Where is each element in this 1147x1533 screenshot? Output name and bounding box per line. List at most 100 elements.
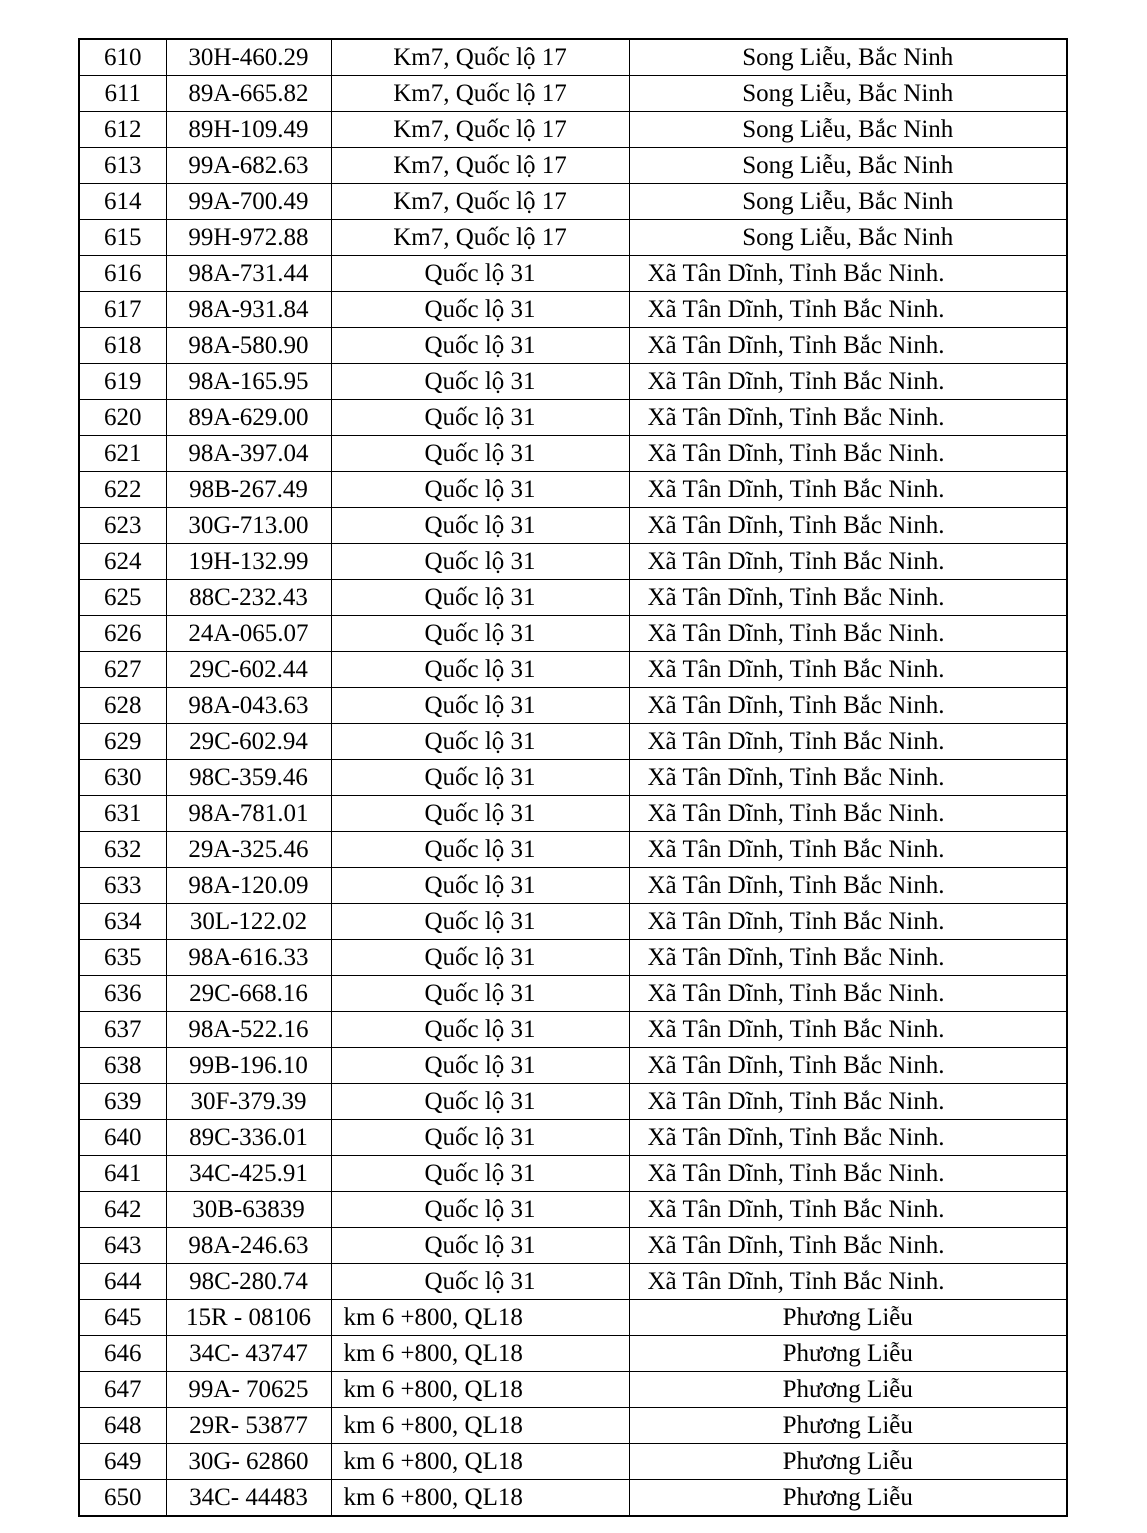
cell-bien-so: 15R - 08106 (165, 1299, 332, 1336)
cell-dia-phuong: Xã Tân Dĩnh, Tỉnh Bắc Ninh. (628, 543, 1068, 580)
cell-stt: 645 (78, 1299, 167, 1336)
cell-bien-so: 30F-379.39 (165, 1083, 332, 1120)
cell-bien-so: 98A-043.63 (165, 687, 332, 724)
cell-bien-so: 98A-120.09 (165, 867, 332, 904)
cell-dia-phuong: Song Liễu, Bắc Ninh (628, 219, 1068, 256)
table-row: 617 98A-931.84 Quốc lộ 31 Xã Tân Dĩnh, Tỉnh… (78, 291, 1068, 328)
cell-vi-tri: km 6 +800, QL18 (330, 1443, 630, 1480)
cell-stt: 617 (78, 291, 167, 328)
cell-bien-so: 99H-972.88 (165, 219, 332, 256)
cell-dia-phuong: Xã Tân Dĩnh, Tỉnh Bắc Ninh. (628, 435, 1068, 472)
cell-bien-so: 29A-325.46 (165, 831, 332, 868)
table-row: 612 89H-109.49 Km7, Quốc lộ 17 Song Liễu, B… (78, 111, 1068, 148)
cell-vi-tri: Km7, Quốc lộ 17 (330, 183, 630, 220)
cell-stt: 648 (78, 1407, 167, 1444)
cell-stt: 615 (78, 219, 167, 256)
cell-stt: 642 (78, 1191, 167, 1228)
cell-stt: 628 (78, 687, 167, 724)
cell-stt: 640 (78, 1119, 167, 1156)
cell-vi-tri: Quốc lộ 31 (330, 615, 630, 652)
cell-stt: 625 (78, 579, 167, 616)
cell-stt: 635 (78, 939, 167, 976)
table-row: 613 99A-682.63 Km7, Quốc lộ 17 Song Liễu, B… (78, 147, 1068, 184)
cell-bien-so: 29C-602.94 (165, 723, 332, 760)
cell-bien-so: 24A-065.07 (165, 615, 332, 652)
cell-dia-phuong: Song Liễu, Bắc Ninh (628, 75, 1068, 112)
cell-stt: 627 (78, 651, 167, 688)
cell-dia-phuong: Xã Tân Dĩnh, Tỉnh Bắc Ninh. (628, 1155, 1068, 1192)
cell-bien-so: 98C-359.46 (165, 759, 332, 796)
cell-dia-phuong: Phương Liễu (628, 1443, 1068, 1480)
cell-dia-phuong: Phương Liễu (628, 1407, 1068, 1444)
cell-bien-so: 30B-63839 (165, 1191, 332, 1228)
cell-dia-phuong: Xã Tân Dĩnh, Tỉnh Bắc Ninh. (628, 795, 1068, 832)
cell-vi-tri: Quốc lộ 31 (330, 1011, 630, 1048)
cell-vi-tri: Quốc lộ 31 (330, 1155, 630, 1192)
cell-dia-phuong: Xã Tân Dĩnh, Tỉnh Bắc Ninh. (628, 831, 1068, 868)
cell-vi-tri: Quốc lộ 31 (330, 435, 630, 472)
cell-stt: 631 (78, 795, 167, 832)
cell-stt: 616 (78, 255, 167, 292)
cell-bien-so: 98A-522.16 (165, 1011, 332, 1048)
cell-bien-so: 98A-580.90 (165, 327, 332, 364)
cell-vi-tri: Quốc lộ 31 (330, 327, 630, 364)
cell-stt: 626 (78, 615, 167, 652)
table-row: 632 29A-325.46 Quốc lộ 31 Xã Tân Dĩnh, Tỉnh… (78, 831, 1068, 868)
table-row: 644 98C-280.74 Quốc lộ 31 Xã Tân Dĩnh, Tỉnh… (78, 1263, 1068, 1300)
table-row: 650 34C- 44483 km 6 +800, QL18 Phương Liễu (78, 1479, 1068, 1517)
cell-bien-so: 34C- 43747 (165, 1335, 332, 1372)
table-row: 635 98A-616.33 Quốc lộ 31 Xã Tân Dĩnh, Tỉnh… (78, 939, 1068, 976)
table-row: 638 99B-196.10 Quốc lộ 31 Xã Tân Dĩnh, Tỉnh… (78, 1047, 1068, 1084)
cell-dia-phuong: Xã Tân Dĩnh, Tỉnh Bắc Ninh. (628, 579, 1068, 616)
cell-bien-so: 98A-246.63 (165, 1227, 332, 1264)
cell-dia-phuong: Xã Tân Dĩnh, Tỉnh Bắc Ninh. (628, 1011, 1068, 1048)
table-row: 641 34C-425.91 Quốc lộ 31 Xã Tân Dĩnh, Tỉnh… (78, 1155, 1068, 1192)
cell-vi-tri: Quốc lộ 31 (330, 1227, 630, 1264)
cell-bien-so: 98A-931.84 (165, 291, 332, 328)
cell-dia-phuong: Xã Tân Dĩnh, Tỉnh Bắc Ninh. (628, 903, 1068, 940)
table-row: 645 15R - 08106 km 6 +800, QL18 Phương Liễu (78, 1299, 1068, 1336)
cell-stt: 644 (78, 1263, 167, 1300)
cell-stt: 649 (78, 1443, 167, 1480)
cell-stt: 633 (78, 867, 167, 904)
table-row: 610 30H-460.29 Km7, Quốc lộ 17 Song Liễu, B… (78, 38, 1068, 76)
cell-vi-tri: Quốc lộ 31 (330, 399, 630, 436)
cell-bien-so: 98A-781.01 (165, 795, 332, 832)
cell-dia-phuong: Xã Tân Dĩnh, Tỉnh Bắc Ninh. (628, 291, 1068, 328)
cell-dia-phuong: Xã Tân Dĩnh, Tỉnh Bắc Ninh. (628, 939, 1068, 976)
table-row: 639 30F-379.39 Quốc lộ 31 Xã Tân Dĩnh, Tỉnh… (78, 1083, 1068, 1120)
cell-dia-phuong: Song Liễu, Bắc Ninh (628, 147, 1068, 184)
table-row: 643 98A-246.63 Quốc lộ 31 Xã Tân Dĩnh, Tỉnh… (78, 1227, 1068, 1264)
cell-stt: 624 (78, 543, 167, 580)
table-row: 633 98A-120.09 Quốc lộ 31 Xã Tân Dĩnh, Tỉnh… (78, 867, 1068, 904)
cell-dia-phuong: Xã Tân Dĩnh, Tỉnh Bắc Ninh. (628, 399, 1068, 436)
cell-vi-tri: Quốc lộ 31 (330, 1047, 630, 1084)
cell-bien-so: 98A-165.95 (165, 363, 332, 400)
cell-vi-tri: km 6 +800, QL18 (330, 1407, 630, 1444)
cell-bien-so: 99A- 70625 (165, 1371, 332, 1408)
cell-stt: 612 (78, 111, 167, 148)
cell-bien-so: 89A-629.00 (165, 399, 332, 436)
cell-dia-phuong: Phương Liễu (628, 1479, 1068, 1517)
cell-bien-so: 98C-280.74 (165, 1263, 332, 1300)
cell-vi-tri: Quốc lộ 31 (330, 867, 630, 904)
cell-stt: 622 (78, 471, 167, 508)
cell-vi-tri: Quốc lộ 31 (330, 975, 630, 1012)
cell-dia-phuong: Xã Tân Dĩnh, Tỉnh Bắc Ninh. (628, 651, 1068, 688)
cell-bien-so: 89H-109.49 (165, 111, 332, 148)
cell-dia-phuong: Xã Tân Dĩnh, Tỉnh Bắc Ninh. (628, 1191, 1068, 1228)
cell-vi-tri: Km7, Quốc lộ 17 (330, 75, 630, 112)
cell-vi-tri: Quốc lộ 31 (330, 363, 630, 400)
cell-vi-tri: Km7, Quốc lộ 17 (330, 38, 630, 76)
table-row: 623 30G-713.00 Quốc lộ 31 Xã Tân Dĩnh, Tỉnh… (78, 507, 1068, 544)
cell-bien-so: 34C- 44483 (165, 1479, 332, 1517)
cell-stt: 610 (78, 38, 167, 76)
cell-vi-tri: Quốc lộ 31 (330, 579, 630, 616)
table-row: 616 98A-731.44 Quốc lộ 31 Xã Tân Dĩnh, Tỉnh… (78, 255, 1068, 292)
table-row: 648 29R- 53877 km 6 +800, QL18 Phương Liễu (78, 1407, 1068, 1444)
cell-vi-tri: Km7, Quốc lộ 17 (330, 219, 630, 256)
vehicle-listing-table: 610 30H-460.29 Km7, Quốc lộ 17 Song Liễu, B… (78, 38, 1068, 1517)
cell-stt: 636 (78, 975, 167, 1012)
cell-stt: 637 (78, 1011, 167, 1048)
